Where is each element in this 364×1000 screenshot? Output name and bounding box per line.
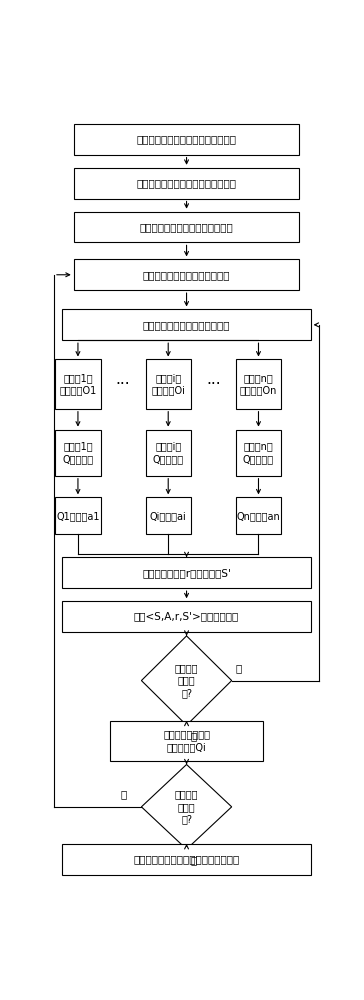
Text: 智能体1的
局部观察O1: 智能体1的 局部观察O1 bbox=[59, 373, 96, 395]
Bar bbox=[74, 168, 300, 199]
Text: 否: 否 bbox=[236, 663, 242, 673]
Text: 智能体n的
Q神经网络: 智能体n的 Q神经网络 bbox=[243, 441, 274, 464]
Bar bbox=[74, 124, 300, 155]
Text: Qi和动作ai: Qi和动作ai bbox=[150, 511, 187, 521]
Text: 输出多模式交通干线各交叉口的智能体: 输出多模式交通干线各交叉口的智能体 bbox=[134, 854, 240, 864]
Bar bbox=[55, 430, 100, 476]
Polygon shape bbox=[141, 764, 232, 849]
Text: 采样数据，计算误
差反向学习Qi: 采样数据，计算误 差反向学习Qi bbox=[163, 729, 210, 752]
Bar bbox=[55, 497, 100, 534]
Text: 是: 是 bbox=[191, 731, 197, 741]
Text: 智能体i的
局部观察Oi: 智能体i的 局部观察Oi bbox=[151, 373, 185, 395]
Bar bbox=[74, 259, 300, 290]
Bar bbox=[74, 212, 300, 242]
Bar bbox=[63, 309, 311, 340]
Text: 多模式交通干线仿真标定与流量生成: 多模式交通干线仿真标定与流量生成 bbox=[136, 134, 237, 144]
Text: 达到预设
仿真时
长?: 达到预设 仿真时 长? bbox=[175, 663, 198, 698]
Text: 初始化所有智能体的神经网络参数: 初始化所有智能体的神经网络参数 bbox=[140, 222, 233, 232]
Text: 获取干线总奖励r和新的状态S': 获取干线总奖励r和新的状态S' bbox=[142, 568, 231, 578]
Text: 干线各交叉口的信号控制智能体设计: 干线各交叉口的信号控制智能体设计 bbox=[136, 178, 237, 188]
Bar bbox=[63, 601, 311, 632]
Text: Qn和动作an: Qn和动作an bbox=[237, 511, 280, 521]
Text: 智能体n的
局部观察On: 智能体n的 局部观察On bbox=[240, 373, 277, 395]
Bar bbox=[110, 721, 263, 761]
Bar bbox=[146, 430, 191, 476]
Text: 否: 否 bbox=[120, 790, 127, 800]
Text: 获取各智能体的多模式交通状态: 获取各智能体的多模式交通状态 bbox=[143, 320, 230, 330]
Polygon shape bbox=[141, 636, 232, 725]
Bar bbox=[146, 497, 191, 534]
Text: 保存<S,A,r,S'>至经验回放池: 保存<S,A,r,S'>至经验回放池 bbox=[134, 612, 239, 622]
Bar bbox=[63, 557, 311, 588]
Bar bbox=[236, 359, 281, 409]
Text: 初始化交通干线仿真与流量生成: 初始化交通干线仿真与流量生成 bbox=[143, 270, 230, 280]
Bar bbox=[146, 359, 191, 409]
Text: 智能体1的
Q神经网络: 智能体1的 Q神经网络 bbox=[62, 441, 94, 464]
Text: 达到预设
训练轮
数?: 达到预设 训练轮 数? bbox=[175, 789, 198, 824]
Text: 是: 是 bbox=[191, 855, 197, 865]
Text: 智能体i的
Q神经网络: 智能体i的 Q神经网络 bbox=[153, 441, 184, 464]
Text: ···: ··· bbox=[116, 377, 130, 392]
Bar bbox=[236, 430, 281, 476]
Text: Q1和动作a1: Q1和动作a1 bbox=[56, 511, 100, 521]
Bar bbox=[55, 359, 100, 409]
Text: ···: ··· bbox=[206, 377, 221, 392]
Bar bbox=[63, 844, 311, 875]
Bar bbox=[236, 497, 281, 534]
